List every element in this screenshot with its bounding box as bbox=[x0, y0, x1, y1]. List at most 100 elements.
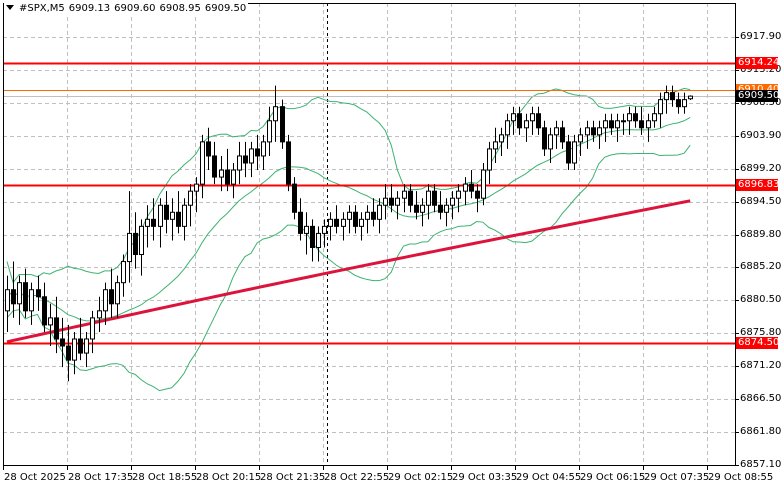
candle-body bbox=[182, 204, 187, 227]
candle-body bbox=[139, 225, 144, 256]
candle-body bbox=[164, 204, 169, 220]
candle-body bbox=[682, 99, 687, 108]
symbol-header: #SPX,M5 6909.13 6909.60 6908.95 6909.50 bbox=[4, 3, 249, 14]
candle-body bbox=[560, 127, 565, 143]
candle-body bbox=[402, 190, 407, 199]
candle-body bbox=[280, 106, 285, 143]
candle-body bbox=[322, 225, 327, 234]
candle-body bbox=[542, 127, 547, 150]
candle-body bbox=[377, 204, 382, 220]
candle-body bbox=[200, 141, 205, 185]
candle-body bbox=[5, 289, 10, 312]
candle-body bbox=[487, 148, 492, 171]
candle-body bbox=[463, 183, 468, 192]
candle-body bbox=[90, 317, 95, 340]
collapse-triangle-icon[interactable] bbox=[6, 4, 14, 10]
candle-body bbox=[84, 338, 89, 354]
candle-body bbox=[548, 134, 553, 150]
candle-body bbox=[225, 169, 230, 185]
candle-body bbox=[48, 317, 53, 326]
candle-body bbox=[261, 141, 266, 157]
candle-body bbox=[17, 282, 22, 305]
candle-body bbox=[316, 232, 321, 248]
candle-body bbox=[353, 211, 358, 227]
candle-body bbox=[639, 120, 644, 129]
candle-body bbox=[365, 211, 370, 220]
candle-body bbox=[499, 134, 504, 143]
candle-body bbox=[469, 183, 474, 192]
candle-body bbox=[304, 225, 309, 234]
candle-body bbox=[273, 106, 278, 122]
x-tick-label: 28 Oct 21:35 bbox=[260, 472, 326, 483]
candle-body bbox=[408, 190, 413, 206]
candle-body bbox=[359, 218, 364, 227]
x-tick-label: 29 Oct 02:15 bbox=[388, 472, 454, 483]
price-tag: 6874.50 bbox=[736, 336, 780, 349]
y-tick-label: 6866.50 bbox=[740, 392, 781, 404]
candle-body bbox=[566, 141, 571, 164]
x-tick-label: 28 Oct 20:15 bbox=[196, 472, 262, 483]
candle-body bbox=[591, 127, 596, 136]
candle-body bbox=[151, 218, 156, 227]
candle-body bbox=[511, 113, 516, 122]
candle-body bbox=[103, 289, 108, 312]
candle-body bbox=[127, 232, 132, 263]
y-tick-label: 6899.20 bbox=[740, 162, 781, 174]
candle-body bbox=[54, 317, 59, 340]
candle-body bbox=[158, 204, 163, 227]
candle-body bbox=[633, 113, 638, 122]
y-tick-label: 6889.80 bbox=[740, 228, 781, 240]
y-tick-label: 6885.20 bbox=[740, 261, 781, 273]
candle-body bbox=[664, 92, 669, 101]
candle-body bbox=[572, 141, 577, 164]
x-tick-label: 28 Oct 18:55 bbox=[132, 472, 198, 483]
candle-body bbox=[505, 120, 510, 136]
candle-body bbox=[255, 148, 260, 157]
y-tick-label: 6917.90 bbox=[740, 31, 781, 42]
y-tick-label: 6861.80 bbox=[740, 425, 781, 437]
x-tick-label: 29 Oct 04:55 bbox=[516, 472, 582, 483]
candle-body bbox=[371, 211, 376, 220]
high-value: 6909.60 bbox=[114, 3, 156, 14]
candle-body bbox=[536, 113, 541, 129]
candle-body bbox=[615, 120, 620, 129]
candle-body bbox=[36, 289, 41, 298]
candle-body bbox=[334, 218, 339, 227]
candle-body bbox=[426, 190, 431, 206]
candle-body bbox=[286, 141, 291, 185]
candle-body bbox=[212, 155, 217, 178]
candle-body bbox=[676, 99, 681, 108]
open-value: 6909.13 bbox=[68, 3, 111, 14]
candle-body bbox=[688, 95, 693, 100]
candle-body bbox=[347, 211, 352, 220]
candle-body bbox=[206, 141, 211, 157]
candle-body bbox=[267, 120, 272, 143]
candle-body bbox=[78, 338, 83, 354]
candle-body bbox=[383, 197, 388, 206]
candle-body bbox=[517, 113, 522, 129]
candle-body bbox=[646, 120, 651, 129]
candle-body bbox=[530, 113, 535, 122]
x-tick-label: 29 Oct 08:55 bbox=[708, 472, 774, 483]
candle-body bbox=[97, 310, 102, 319]
x-tick-label: 29 Oct 06:15 bbox=[580, 472, 646, 483]
candle-body bbox=[493, 141, 498, 150]
x-tick-label: 28 Oct 2025 bbox=[4, 472, 66, 483]
low-value: 6908.95 bbox=[159, 3, 201, 14]
candle-body bbox=[133, 232, 138, 256]
candle-body bbox=[554, 127, 559, 136]
candle-body bbox=[145, 218, 150, 227]
candle-body bbox=[389, 197, 394, 206]
candle-body bbox=[170, 211, 175, 220]
candle-body bbox=[115, 282, 120, 305]
candle-body bbox=[243, 155, 248, 164]
candle-body bbox=[249, 148, 254, 164]
y-tick-label: 6913.20 bbox=[740, 64, 781, 76]
bollinger-lower bbox=[6, 144, 691, 392]
candle-body bbox=[109, 289, 114, 305]
candle-body bbox=[585, 127, 590, 136]
candle-body bbox=[658, 99, 663, 115]
x-tick-label: 29 Oct 07:35 bbox=[644, 472, 710, 483]
